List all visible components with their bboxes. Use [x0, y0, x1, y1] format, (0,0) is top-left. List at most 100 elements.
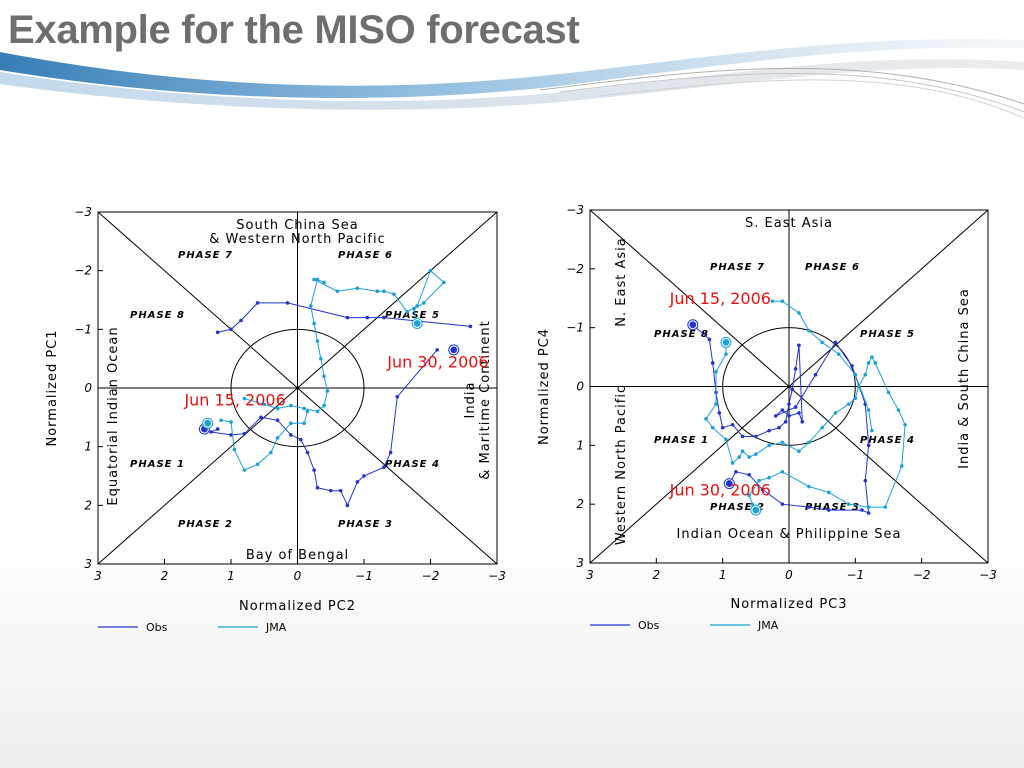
- series-point-jma: [770, 299, 775, 303]
- series-point-jma: [780, 440, 785, 445]
- series-point-obs: [395, 395, 400, 399]
- series-point-jma: [232, 447, 237, 452]
- series-point-jma: [375, 289, 380, 294]
- series-point-obs: [787, 414, 791, 418]
- series-point-jma: [714, 369, 718, 374]
- series-point-obs: [760, 487, 765, 492]
- series-point-jma: [866, 408, 871, 412]
- x-tick-label: 3: [586, 568, 594, 582]
- series-point-obs: [780, 408, 785, 412]
- series-point-obs: [355, 480, 360, 484]
- series-end-ring: [411, 317, 423, 329]
- series-point-jma: [737, 455, 742, 459]
- series-point-jma: [846, 402, 851, 406]
- series-point-jma: [289, 403, 293, 408]
- phase-label-6: PHASE 6: [805, 262, 860, 273]
- series-point-obs: [229, 327, 233, 332]
- series-point-jma: [305, 409, 310, 414]
- series-point-jma: [767, 443, 771, 448]
- series-point-obs: [790, 387, 795, 392]
- series-point-obs: [807, 505, 811, 509]
- series-point-jma: [318, 356, 323, 361]
- series-point-jma: [797, 449, 801, 454]
- series-point-obs: [710, 361, 715, 365]
- series-point-obs: [468, 324, 473, 329]
- x-tick-label: −2: [422, 569, 440, 583]
- y-tick-label: 2: [84, 498, 92, 512]
- series-point-jma: [322, 403, 326, 408]
- series-point-jma: [724, 352, 728, 356]
- series-point-obs: [793, 405, 798, 409]
- region-label-right: India & South China Sea: [957, 288, 972, 469]
- series-point-jma: [219, 418, 223, 423]
- series-point-jma: [422, 301, 426, 305]
- x-tick-label: 2: [653, 568, 661, 582]
- series-point-obs: [800, 420, 805, 424]
- series-point-obs: [382, 315, 386, 320]
- series-point-obs: [239, 318, 243, 323]
- series-point-jma: [322, 280, 326, 285]
- x-tick-label: 0: [294, 569, 302, 583]
- region-label-right: & Maritime Continent: [478, 320, 493, 479]
- phase-label-3: PHASE 3: [338, 519, 393, 530]
- phase-label-4: PHASE 4: [385, 459, 440, 470]
- series-point-jma: [315, 339, 320, 343]
- series-point-obs: [259, 415, 263, 420]
- series-point-jma: [262, 402, 267, 407]
- series-point-jma: [899, 464, 904, 468]
- series-point-obs: [797, 343, 801, 348]
- y-tick-label: 3: [576, 556, 584, 570]
- y-tick-label: 1: [84, 440, 92, 454]
- series-point-jma: [312, 321, 316, 326]
- series-point-obs: [850, 364, 854, 368]
- phase-label-2: PHASE 2: [710, 502, 765, 513]
- phase-label-7: PHASE 7: [178, 250, 233, 261]
- series-point-obs: [345, 315, 350, 320]
- series-point-jma: [710, 425, 715, 430]
- series-point-jma: [355, 286, 360, 291]
- series-point-obs: [780, 502, 785, 506]
- series-point-obs: [730, 422, 735, 427]
- phase-label-1: PHASE 1: [130, 459, 185, 470]
- series-point-jma: [740, 449, 745, 454]
- region-label-top: S. East Asia: [745, 216, 833, 231]
- region-label-top: & Western North Pacific: [209, 232, 386, 247]
- series-point-obs: [285, 301, 290, 305]
- date-annotation: Jun 30, 2006: [669, 480, 771, 499]
- series-point-obs: [388, 450, 393, 455]
- x-axis-title: Normalized PC3: [730, 597, 847, 612]
- series-point-obs: [797, 411, 801, 415]
- series-point-jma: [405, 309, 410, 314]
- series-point-jma: [309, 304, 313, 308]
- series-point-obs: [345, 503, 350, 508]
- y-tick-label: −2: [566, 262, 584, 276]
- series-point-jma: [833, 411, 838, 415]
- series-point-obs: [209, 430, 213, 434]
- y-tick-label: −1: [566, 321, 584, 335]
- series-point-jma: [807, 440, 811, 445]
- series-point-jma: [870, 355, 874, 359]
- series-point-obs: [773, 414, 778, 418]
- y-tick-label: −3: [566, 203, 584, 217]
- series-point-jma: [836, 352, 841, 356]
- region-label-right: India: [463, 382, 478, 419]
- series-point-obs: [813, 372, 818, 377]
- series-point-obs: [827, 508, 831, 512]
- series-point-obs: [362, 474, 366, 478]
- region-label-bottom: Indian Ocean & Philippine Sea: [677, 527, 902, 542]
- y-axis-title: Normalized PC4: [537, 328, 552, 445]
- series-point-jma: [853, 372, 858, 377]
- slide-title: Example for the MISO forecast: [8, 8, 580, 52]
- series-point-jma: [312, 277, 316, 282]
- series-point-jma: [275, 436, 280, 440]
- series-end-ring: [750, 504, 762, 516]
- series-point-jma: [827, 490, 831, 495]
- series-point-jma: [846, 502, 851, 506]
- y-tick-label: 0: [84, 381, 92, 395]
- x-tick-label: 1: [719, 568, 727, 582]
- series-point-obs: [289, 433, 293, 437]
- series-point-jma: [886, 390, 891, 395]
- series-point-obs: [242, 431, 247, 436]
- series-point-jma: [302, 421, 306, 426]
- series-start-marker: [688, 320, 698, 330]
